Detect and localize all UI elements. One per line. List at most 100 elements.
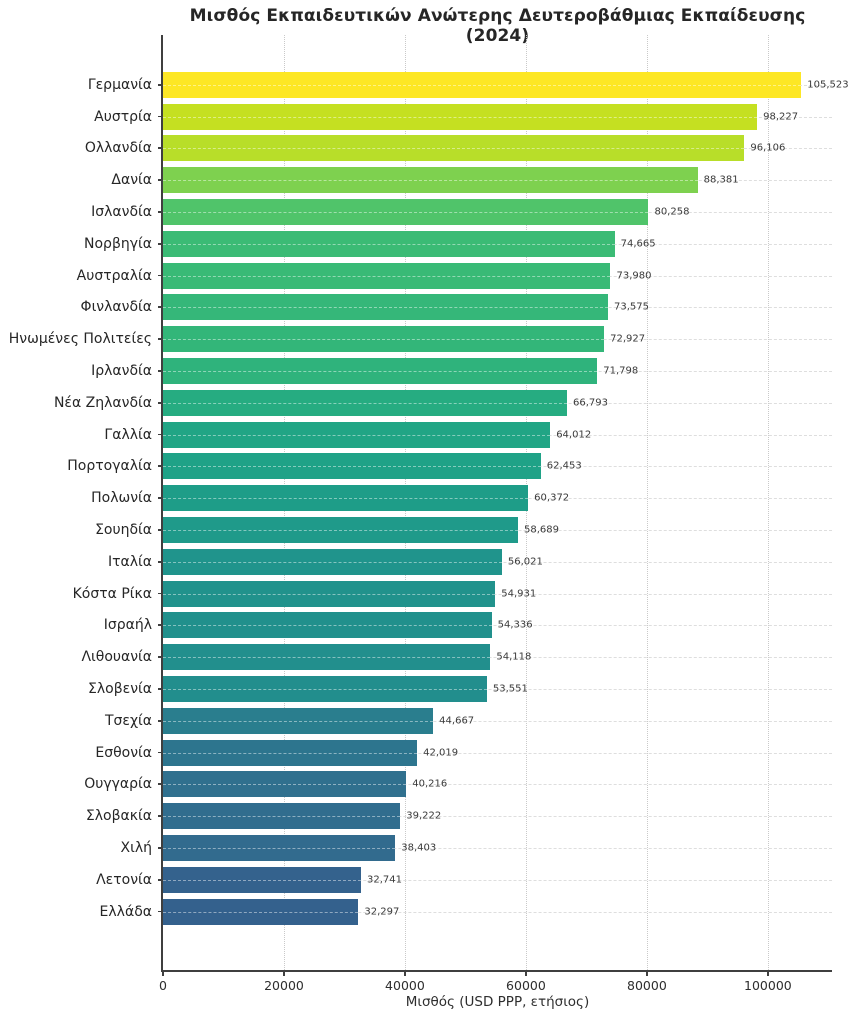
bar — [163, 230, 615, 257]
category-label: Πολωνία — [91, 490, 152, 507]
x-tick-label: 40000 — [385, 978, 425, 993]
x-tick-label: 0 — [159, 978, 167, 993]
bar-row: Ελλάδα 32,297 — [100, 896, 832, 928]
bar-row: Σλοβενία 53,551 — [88, 673, 832, 705]
bar — [163, 612, 492, 639]
category-label: Ηνωμένες Πολιτείες — [8, 331, 152, 348]
category-label: Κόστα Ρίκα — [72, 585, 152, 602]
bar-row: Νέα Ζηλανδία 66,793 — [54, 387, 832, 419]
y-axis-spine — [161, 35, 163, 972]
category-label: Ιρλανδία — [91, 363, 152, 380]
bar-row: Ισλανδία 80,258 — [91, 196, 832, 228]
bar-row: Τσεχία 44,667 — [105, 705, 832, 737]
plot-area: Γερμανία 105,523 Αυστρία 98,227 Ολλανδία 96,1… — [9, 35, 849, 993]
y-tick-mark — [158, 497, 163, 500]
y-tick-mark — [158, 656, 163, 659]
category-label: Νορβηγία — [84, 235, 152, 252]
bar-rows: Γερμανία 105,523 Αυστρία 98,227 Ολλανδία 96,1… — [9, 69, 849, 928]
value-label: 71,798 — [603, 365, 639, 377]
bar — [163, 199, 649, 226]
bar — [163, 294, 609, 321]
bar-row: Εσθονία 42,019 — [95, 737, 832, 769]
y-gridline — [163, 720, 832, 722]
bar — [163, 485, 529, 512]
value-label: 60,372 — [534, 492, 570, 504]
value-label: 88,381 — [703, 174, 739, 186]
category-label: Δανία — [111, 172, 152, 189]
bar — [163, 421, 551, 448]
bar — [163, 739, 418, 766]
bar — [163, 326, 605, 353]
bar — [163, 103, 758, 130]
bar-row: Νορβηγία 74,665 — [84, 228, 832, 260]
value-label: 53,551 — [492, 683, 528, 695]
bar — [163, 771, 407, 798]
bar-row: Πορτογαλία 62,453 — [67, 451, 832, 483]
x-tick-mark — [403, 970, 406, 976]
y-tick-mark — [158, 529, 163, 531]
bar-row: Γαλλία 64,012 — [104, 419, 832, 451]
value-label: 54,336 — [497, 619, 533, 631]
y-tick-mark — [158, 783, 163, 786]
bar — [163, 898, 359, 925]
value-label: 80,258 — [654, 206, 690, 218]
category-label: Σλοβενία — [88, 681, 152, 698]
y-tick-mark — [158, 83, 163, 86]
y-tick-mark — [158, 242, 163, 245]
y-tick-mark — [158, 211, 163, 213]
bar-row: Σουηδία 58,689 — [95, 514, 832, 546]
category-label: Λετονία — [96, 871, 152, 888]
bar — [163, 835, 396, 862]
value-label: 62,453 — [546, 460, 582, 472]
bar-row: Ολλανδία 96,106 — [85, 133, 832, 165]
bar-row: Κόστα Ρίκα 54,931 — [73, 578, 832, 610]
x-tick-label: 20000 — [264, 978, 304, 993]
bar-row: Πολωνία 60,372 — [91, 482, 832, 514]
value-label: 40,216 — [412, 778, 448, 790]
y-gridline — [163, 911, 832, 913]
category-label: Σλοβακία — [85, 808, 152, 825]
y-tick-mark — [158, 719, 163, 722]
y-tick-mark — [158, 624, 163, 627]
category-label: Νέα Ζηλανδία — [53, 394, 152, 411]
y-tick-mark — [158, 306, 163, 309]
category-label: Γαλλία — [104, 426, 152, 443]
category-label: Ισλανδία — [91, 204, 152, 221]
x-tick-mark — [766, 970, 769, 976]
y-tick-mark — [158, 370, 163, 372]
y-tick-mark — [158, 910, 163, 913]
y-gridline — [163, 784, 832, 786]
category-label: Αυστρία — [94, 108, 152, 125]
x-tick-mark — [645, 970, 648, 976]
bar-row: Γερμανία 105,523 — [88, 69, 849, 101]
category-label: Λιθουανία — [81, 649, 152, 666]
y-tick-mark — [158, 688, 163, 690]
bar — [163, 135, 745, 162]
value-label: 38,403 — [401, 842, 437, 854]
value-label: 42,019 — [423, 747, 459, 759]
bar — [163, 389, 568, 416]
value-label: 44,667 — [439, 715, 475, 727]
x-tick-label: 100000 — [744, 978, 792, 993]
value-label: 64,012 — [556, 429, 592, 441]
y-gridline — [163, 689, 832, 691]
bar — [163, 262, 611, 289]
bar — [163, 167, 698, 194]
y-tick-mark — [158, 147, 163, 150]
bar — [163, 580, 496, 607]
y-tick-mark — [158, 815, 163, 818]
x-axis-label: Μισθός (USD PPP, ετήσιος) — [405, 994, 590, 1010]
y-gridline — [163, 816, 832, 818]
y-gridline — [163, 752, 832, 754]
bar-row: Ουγγαρία 40,216 — [84, 769, 832, 801]
bar-row: Ισραήλ 54,336 — [104, 610, 832, 642]
y-tick-mark — [158, 179, 163, 182]
category-label: Σουηδία — [95, 522, 152, 539]
category-label: Φινλανδία — [80, 299, 152, 316]
value-label: 74,665 — [620, 238, 656, 250]
bar — [163, 71, 802, 98]
y-tick-mark — [158, 115, 163, 118]
y-tick-mark — [158, 401, 163, 404]
category-label: Πορτογαλία — [67, 458, 152, 475]
